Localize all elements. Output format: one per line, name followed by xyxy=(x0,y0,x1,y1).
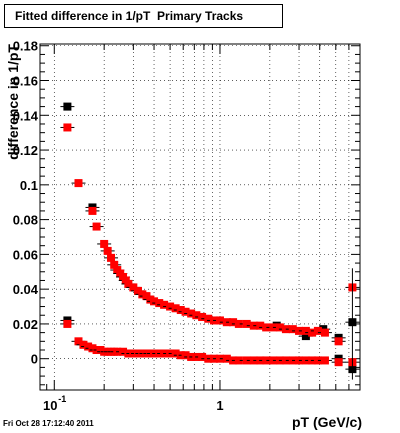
data-point xyxy=(171,349,180,358)
data-point xyxy=(234,356,243,365)
y-tick-label: 0.16 xyxy=(13,74,38,89)
data-point xyxy=(308,328,317,337)
data-point xyxy=(171,304,180,313)
data-point xyxy=(160,300,169,309)
data-point xyxy=(79,340,88,349)
plot-frame xyxy=(39,43,361,391)
data-point xyxy=(275,323,284,332)
y-tick-label: 0.06 xyxy=(13,247,38,262)
x-tick-label: 1 xyxy=(216,398,223,413)
x-axis-label: pT (GeV/c) xyxy=(292,414,362,430)
y-tick-label: 0.12 xyxy=(13,143,38,158)
data-point xyxy=(129,283,138,292)
data-point xyxy=(74,179,83,188)
data-point xyxy=(301,332,310,341)
data-point xyxy=(138,290,147,299)
y-tick-label: 0.18 xyxy=(13,39,38,54)
data-point xyxy=(88,206,97,215)
data-point xyxy=(176,306,185,315)
data-point xyxy=(234,319,243,328)
data-point xyxy=(92,222,101,231)
data-point xyxy=(229,318,238,327)
data-point xyxy=(187,309,196,318)
data-point xyxy=(288,325,297,334)
data-point xyxy=(63,102,72,111)
data-point xyxy=(103,246,112,255)
data-point xyxy=(107,253,116,262)
data-point xyxy=(84,342,93,351)
y-tick-label: 0.04 xyxy=(13,282,39,297)
data-point xyxy=(320,356,329,365)
data-point xyxy=(334,337,343,346)
data-point xyxy=(320,328,329,337)
data-point xyxy=(198,312,207,321)
data-point xyxy=(63,319,72,328)
y-tick-label: 0.1 xyxy=(20,178,38,193)
data-point xyxy=(63,123,72,132)
y-tick-label: 0 xyxy=(31,352,38,367)
data-point xyxy=(242,356,251,365)
data-point xyxy=(334,358,343,367)
data-point xyxy=(262,323,271,332)
data-point xyxy=(110,260,119,269)
data-point xyxy=(215,316,224,325)
data-point xyxy=(262,356,271,365)
timestamp-label: Fri Oct 28 17:12:40 2011 xyxy=(3,419,94,428)
data-point xyxy=(74,337,83,346)
chart-title: Fitted difference in 1/pT Primary Tracks xyxy=(15,9,244,23)
y-tick-label: 0.14 xyxy=(13,108,39,123)
data-point xyxy=(301,326,310,335)
y-tick-label: 0.08 xyxy=(13,213,38,228)
data-point xyxy=(155,299,164,308)
data-point xyxy=(256,321,265,330)
data-point xyxy=(192,311,201,320)
data-point xyxy=(313,356,322,365)
x-tick-label-exponent: -1 xyxy=(58,394,66,404)
data-point xyxy=(124,279,133,288)
y-tick-label: 0.02 xyxy=(13,317,38,332)
data-point xyxy=(181,351,190,360)
data-point xyxy=(204,314,213,323)
data-point xyxy=(242,319,251,328)
data-point xyxy=(181,307,190,316)
data-point xyxy=(133,286,142,295)
data-point xyxy=(119,347,128,356)
data-point xyxy=(150,297,159,306)
data-point xyxy=(198,352,207,361)
data-point xyxy=(100,239,109,248)
data-point xyxy=(166,302,175,311)
x-tick-label-base: 10 xyxy=(43,398,57,413)
data-point xyxy=(313,326,322,335)
y-axis-label: difference in 1/pT xyxy=(5,44,21,160)
data-point xyxy=(222,354,231,363)
data-point xyxy=(88,344,97,353)
chart-title-box: Fitted difference in 1/pT Primary Tracks xyxy=(4,4,283,28)
